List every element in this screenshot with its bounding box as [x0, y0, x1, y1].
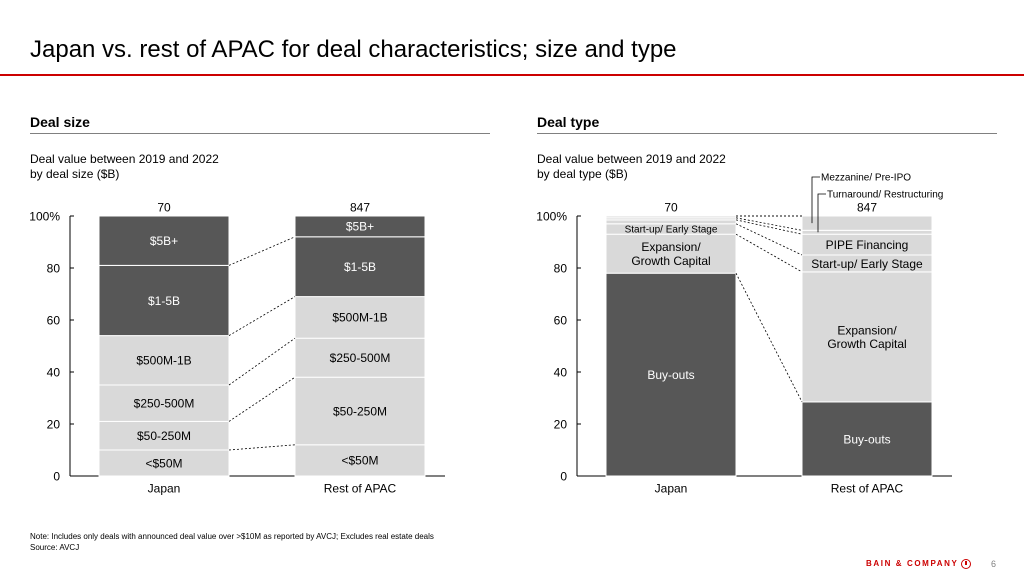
segment-label: $5B+	[150, 234, 178, 248]
segment-label: <$50M	[145, 456, 182, 470]
segment-label: $500M-1B	[136, 354, 191, 368]
chart-subtitle-deal-type: Deal value between 2019 and 2022 by deal …	[537, 152, 726, 181]
connector-line	[228, 296, 296, 336]
y-tick-label: 80	[554, 261, 568, 275]
connector-line	[228, 337, 296, 386]
y-tick-label: 0	[560, 469, 567, 483]
segment-label: Start-up/ Early Stage	[625, 225, 718, 236]
bar-segment	[294, 215, 426, 238]
segment-label: PIPE Financing	[826, 238, 909, 252]
x-category-label: Rest of APAC	[324, 481, 397, 495]
logo-mark-icon	[961, 559, 972, 569]
connector-line	[735, 217, 803, 231]
section-rule-deal-type	[537, 133, 997, 134]
segment-label: Expansion/Growth Capital	[827, 323, 906, 351]
bar-segment	[801, 215, 933, 231]
y-tick-label: 0	[53, 469, 60, 483]
bar-segment	[294, 337, 426, 378]
bar-segment	[98, 449, 230, 477]
bar-segment	[605, 215, 737, 219]
bar-total-label: 70	[157, 200, 171, 214]
bar-segment	[98, 215, 230, 266]
page-number: 6	[991, 559, 997, 569]
bar-total-label: 70	[664, 200, 678, 214]
logo-text: BAIN & COMPANY	[866, 559, 959, 569]
segment-label: $50-250M	[137, 429, 191, 443]
y-tick-label: 60	[47, 313, 61, 327]
y-tick-label: 100%	[29, 209, 60, 223]
section-title-deal-type: Deal type	[537, 114, 600, 130]
y-tick-label: 20	[554, 417, 568, 431]
bar-segment	[605, 272, 737, 477]
callout-label: Turnaround/ Restructuring	[827, 190, 943, 201]
x-category-label: Rest of APAC	[831, 481, 904, 495]
footnote: Note: Includes only deals with announced…	[30, 531, 434, 553]
x-category-label: Japan	[148, 481, 181, 495]
title-rule	[0, 74, 1024, 76]
bar-segment	[294, 236, 426, 298]
bar-segment	[801, 401, 933, 477]
bar-segment	[605, 233, 737, 274]
bar-segment	[605, 219, 737, 225]
connector-line	[735, 233, 803, 273]
bar-total-label: 847	[350, 200, 370, 214]
connector-line	[228, 444, 296, 451]
connector-line	[735, 219, 803, 235]
segment-label: $500M-1B	[332, 311, 387, 325]
segment-label: Buy-outs	[647, 368, 694, 382]
bar-segment	[801, 271, 933, 403]
segment-label: $5B+	[346, 220, 374, 234]
x-category-label: Japan	[655, 481, 688, 495]
segment-label: $50-250M	[333, 404, 387, 418]
segment-label: $250-500M	[134, 397, 195, 411]
segment-label: $1-5B	[344, 260, 376, 274]
chart-0: 0 20 40 60 80 100% <$50M $50-250M $250-500M $500M…	[29, 200, 445, 495]
bain-logo: BAIN & COMPANY	[866, 559, 972, 569]
bar-segment	[801, 229, 933, 235]
y-tick-label: 100%	[536, 209, 567, 223]
callout-label: Mezzanine/ Pre-IPO	[821, 173, 911, 184]
segment-label: Buy-outs	[843, 432, 890, 446]
callout-line	[817, 193, 826, 233]
chart-1: 0 20 40 60 80 100% Buy-outs Expansion/Growth Ca…	[536, 173, 952, 495]
chart-subtitle-deal-size: Deal value between 2019 and 2022 by deal …	[30, 152, 219, 181]
segment-label: $250-500M	[330, 351, 391, 365]
footnote-note: Note: Includes only deals with announced…	[30, 532, 434, 541]
bar-segment	[98, 384, 230, 422]
connector-line	[735, 273, 803, 403]
connector-line	[228, 236, 296, 266]
y-tick-label: 40	[554, 365, 568, 379]
y-tick-label: 20	[47, 417, 61, 431]
y-tick-label: 80	[47, 261, 61, 275]
segment-label: Expansion/Growth Capital	[631, 240, 710, 268]
slide-title: Japan vs. rest of APAC for deal characte…	[30, 36, 677, 63]
y-tick-label: 60	[554, 313, 568, 327]
connector-line	[228, 376, 296, 422]
bar-segment	[294, 444, 426, 477]
segment-label: $1-5B	[148, 294, 180, 308]
segment-label: Start-up/ Early Stage	[811, 257, 923, 271]
connector-line	[735, 223, 803, 256]
bar-segment	[98, 264, 230, 337]
section-title-deal-size: Deal size	[30, 114, 90, 130]
section-rule-deal-size	[30, 133, 490, 134]
footnote-source: Source: AVCJ	[30, 543, 80, 552]
y-tick-label: 40	[47, 365, 61, 379]
callout-line	[811, 176, 820, 224]
bar-total-label: 847	[857, 200, 877, 214]
segment-label: <$50M	[341, 454, 378, 468]
